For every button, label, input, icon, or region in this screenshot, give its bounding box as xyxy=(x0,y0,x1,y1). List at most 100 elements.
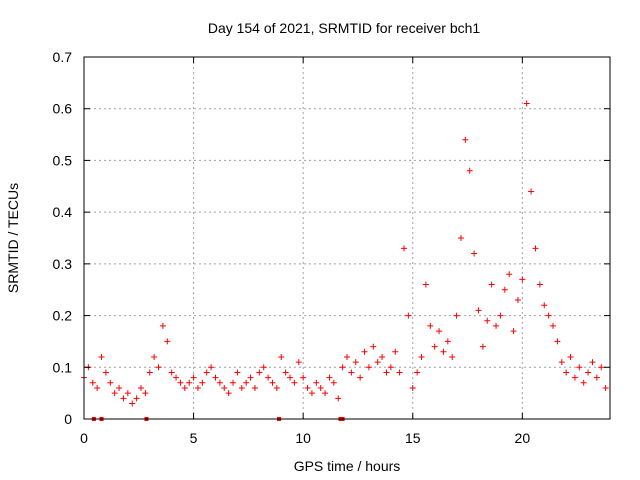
data-point xyxy=(173,374,180,381)
data-point xyxy=(186,379,193,386)
data-point xyxy=(444,338,451,345)
data-point xyxy=(94,384,101,391)
data-point xyxy=(585,369,592,376)
data-point xyxy=(563,369,570,376)
data-point xyxy=(256,369,263,376)
data-point xyxy=(260,364,267,371)
data-point xyxy=(304,384,311,391)
data-point xyxy=(120,395,127,402)
x-axis-label: GPS time / hours xyxy=(294,458,401,474)
data-point xyxy=(199,379,206,386)
data-point xyxy=(282,369,289,376)
grid-lines xyxy=(84,57,610,419)
data-point xyxy=(462,136,469,143)
data-point xyxy=(519,276,526,283)
data-point xyxy=(177,379,184,386)
data-point xyxy=(374,359,381,366)
data-point xyxy=(330,379,337,386)
data-point xyxy=(550,322,557,329)
data-point xyxy=(427,322,434,329)
data-point xyxy=(155,364,162,371)
data-point xyxy=(387,364,394,371)
data-point xyxy=(514,297,521,304)
data-point xyxy=(287,374,294,381)
data-point xyxy=(238,384,245,391)
y-tick-label: 0.5 xyxy=(53,152,73,168)
x-tick-label: 5 xyxy=(190,430,198,446)
data-point xyxy=(269,379,276,386)
data-point xyxy=(313,379,320,386)
data-point xyxy=(370,343,377,350)
data-point xyxy=(484,317,491,324)
data-point xyxy=(379,353,386,360)
data-point xyxy=(295,359,302,366)
data-point xyxy=(396,369,403,376)
x-tick-label: 10 xyxy=(295,430,311,446)
data-point xyxy=(317,384,324,391)
data-point xyxy=(190,374,197,381)
data-point xyxy=(466,167,473,174)
data-point xyxy=(598,364,605,371)
data-point xyxy=(194,384,201,391)
data-point xyxy=(142,390,149,397)
data-point xyxy=(159,322,166,329)
data-point xyxy=(243,379,250,386)
data-point xyxy=(326,374,333,381)
data-point xyxy=(536,281,543,288)
data-point xyxy=(300,374,307,381)
y-tick-label: 0.3 xyxy=(53,256,73,272)
data-point xyxy=(506,271,513,278)
data-point xyxy=(221,384,228,391)
data-point xyxy=(230,379,237,386)
data-point xyxy=(247,374,254,381)
data-point xyxy=(405,312,412,319)
data-point xyxy=(532,245,539,252)
data-point xyxy=(414,369,421,376)
data-point xyxy=(133,395,140,402)
data-point xyxy=(265,374,272,381)
y-tick-label: 0.6 xyxy=(53,101,73,117)
data-point xyxy=(168,369,175,376)
data-point xyxy=(339,364,346,371)
data-point xyxy=(208,364,215,371)
data-point xyxy=(541,302,548,309)
data-point xyxy=(493,322,500,329)
y-tick-label: 0.2 xyxy=(53,308,73,324)
data-point xyxy=(449,353,456,360)
data-point xyxy=(273,384,280,391)
data-point xyxy=(545,312,552,319)
x-tick-label: 20 xyxy=(515,430,531,446)
y-tick-label: 0.4 xyxy=(53,204,73,220)
data-point xyxy=(501,286,508,293)
data-point xyxy=(409,384,416,391)
data-point xyxy=(352,359,359,366)
data-point xyxy=(365,364,372,371)
data-point xyxy=(457,235,464,241)
data-point xyxy=(436,328,443,335)
y-tick-label: 0.7 xyxy=(53,49,73,65)
y-tick-label: 0 xyxy=(64,411,72,427)
data-point xyxy=(567,353,574,360)
data-point xyxy=(212,374,219,381)
plot-frame xyxy=(83,56,611,420)
data-point xyxy=(98,353,105,360)
data-point xyxy=(322,390,329,397)
y-axis-label: SRMTID / TECUs xyxy=(5,183,21,293)
data-point xyxy=(580,379,587,386)
data-point xyxy=(335,395,342,402)
data-point xyxy=(102,369,109,376)
data-point xyxy=(146,369,153,376)
data-point xyxy=(589,359,596,366)
data-point xyxy=(151,353,158,360)
data-point xyxy=(528,188,535,195)
data-point xyxy=(383,369,390,376)
data-point xyxy=(571,374,578,381)
data-point xyxy=(453,312,460,319)
data-point xyxy=(418,353,425,360)
x-tick-label: 15 xyxy=(405,430,421,446)
data-point xyxy=(576,364,583,371)
data-point xyxy=(475,307,482,314)
data-point xyxy=(422,281,429,288)
data-point xyxy=(554,338,561,345)
data-point xyxy=(593,374,600,381)
